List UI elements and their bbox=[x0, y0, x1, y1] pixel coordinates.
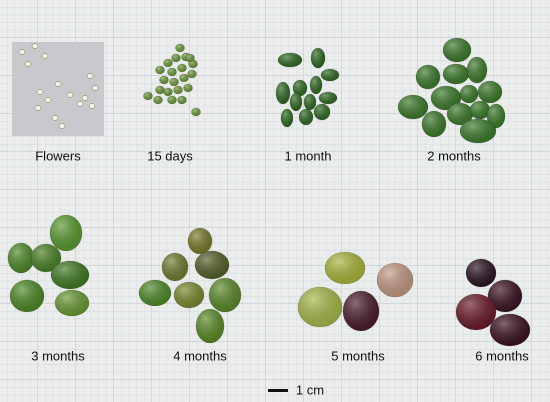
olive-shine bbox=[185, 54, 195, 62]
olive-shine bbox=[169, 78, 179, 86]
label: 3 months bbox=[31, 348, 85, 363]
flower bbox=[18, 49, 26, 55]
olive-shine bbox=[155, 66, 165, 74]
olive-shine bbox=[298, 287, 342, 327]
label: 1 month bbox=[285, 148, 332, 163]
label: 4 months bbox=[173, 348, 227, 363]
label: 5 months bbox=[331, 348, 385, 363]
flower bbox=[41, 53, 49, 59]
olive-shine bbox=[467, 57, 487, 83]
olive-shine bbox=[466, 259, 496, 287]
olive-shine bbox=[162, 253, 188, 281]
scale-bar bbox=[268, 389, 288, 392]
olive-shine bbox=[325, 252, 365, 284]
flower bbox=[54, 81, 62, 87]
olive-shine bbox=[293, 80, 307, 96]
olive-shine bbox=[155, 86, 165, 94]
olive-shine bbox=[188, 60, 198, 68]
olive-shine bbox=[55, 290, 89, 316]
olive-shine bbox=[50, 215, 82, 251]
flower bbox=[86, 73, 94, 79]
olive-shine bbox=[175, 44, 185, 52]
scale-label: 1 cm bbox=[296, 382, 324, 397]
olive-shine bbox=[416, 65, 440, 89]
olive-shine bbox=[488, 280, 522, 312]
flower bbox=[76, 101, 84, 107]
olive-shine bbox=[8, 243, 34, 273]
olive-shine bbox=[179, 74, 189, 82]
olive-shine bbox=[460, 85, 478, 103]
flower bbox=[24, 61, 32, 67]
olive-shine bbox=[422, 111, 446, 137]
olive-shine bbox=[281, 109, 293, 127]
olive-shine bbox=[51, 261, 89, 289]
olive-shine bbox=[343, 291, 379, 331]
olive-shine bbox=[478, 81, 502, 103]
olive-shine bbox=[174, 282, 204, 308]
olive-shine bbox=[196, 309, 224, 343]
olive-shine bbox=[187, 70, 197, 78]
olive-shine bbox=[276, 82, 290, 104]
label: Flowers bbox=[35, 148, 81, 163]
flower bbox=[51, 115, 59, 121]
flower bbox=[88, 103, 96, 109]
olive-shine bbox=[177, 96, 187, 104]
olive-shine bbox=[188, 228, 212, 254]
olive-shine bbox=[310, 76, 322, 94]
olive-shine bbox=[456, 294, 496, 330]
olive-shine bbox=[143, 92, 153, 100]
olive-shine bbox=[398, 95, 428, 119]
olive-shine bbox=[319, 92, 337, 104]
olive-shine bbox=[304, 94, 316, 110]
olive-shine bbox=[490, 314, 530, 346]
olive-shine bbox=[321, 69, 339, 81]
olive-shine bbox=[10, 280, 44, 312]
olive-shine bbox=[431, 86, 461, 110]
flowers-photo bbox=[12, 42, 104, 136]
olive-shine bbox=[171, 54, 181, 62]
olive-shine bbox=[191, 108, 201, 116]
olive-shine bbox=[460, 119, 496, 143]
olive-shine bbox=[139, 280, 171, 306]
olive-shine bbox=[195, 251, 229, 279]
olive-shine bbox=[167, 96, 177, 104]
label: 15 days bbox=[147, 148, 193, 163]
olive-shine bbox=[470, 101, 490, 119]
label: 2 months bbox=[427, 148, 481, 163]
olive-shine bbox=[311, 48, 325, 68]
label: 6 months bbox=[475, 348, 529, 363]
flower bbox=[66, 92, 74, 98]
flower bbox=[91, 85, 99, 91]
flower bbox=[44, 97, 52, 103]
olive-shine bbox=[153, 96, 163, 104]
olive-shine bbox=[163, 88, 173, 96]
flower bbox=[34, 105, 42, 111]
olive-shine bbox=[447, 103, 473, 125]
olive-shine bbox=[290, 93, 302, 111]
olive-shine bbox=[314, 104, 330, 120]
olive-shine bbox=[173, 86, 183, 94]
olive-shine bbox=[443, 38, 471, 62]
olive-shine bbox=[31, 244, 61, 272]
olive-shine bbox=[209, 278, 241, 312]
olive-shine bbox=[159, 76, 169, 84]
flower bbox=[36, 89, 44, 95]
olive-shine bbox=[377, 263, 413, 297]
flower bbox=[81, 95, 89, 101]
flower bbox=[31, 43, 39, 49]
olive-shine bbox=[487, 104, 505, 128]
olive-shine bbox=[177, 64, 187, 72]
olive-shine bbox=[299, 109, 313, 125]
olive-shine bbox=[163, 59, 173, 67]
olive-shine bbox=[183, 84, 193, 92]
olive-shine bbox=[167, 68, 177, 76]
olive-shine bbox=[443, 64, 469, 84]
olive-shine bbox=[278, 53, 302, 67]
flower bbox=[58, 123, 66, 129]
olives bbox=[7, 37, 531, 347]
